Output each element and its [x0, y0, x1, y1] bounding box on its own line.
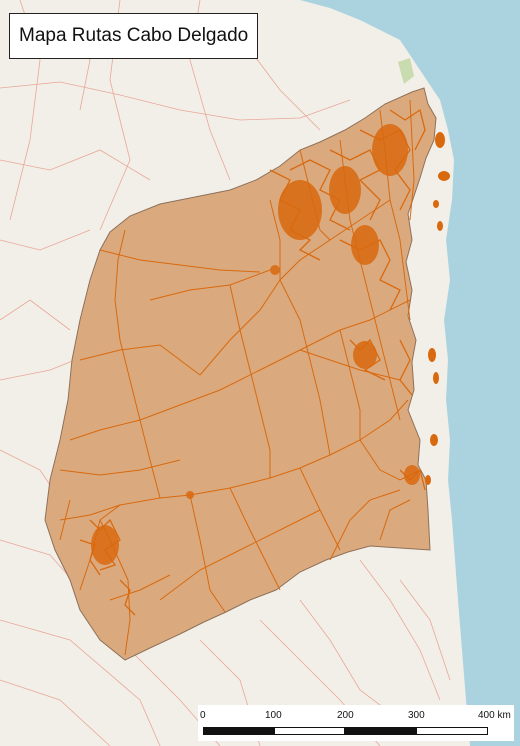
sea-area: [300, 0, 520, 746]
scale-label-200: 200: [337, 710, 354, 721]
province-cabo-delgado: [44, 87, 437, 661]
scale-bar: 0 100 200 300 400 km: [198, 705, 514, 741]
coastal-islands: [425, 132, 450, 485]
scale-segment-4: [416, 727, 488, 735]
forest-patch: [398, 58, 414, 84]
scale-label-400: 400 km: [478, 710, 511, 721]
scale-segment-2: [274, 727, 345, 735]
scale-label-0: 0: [200, 710, 206, 721]
scale-label-300: 300: [408, 710, 425, 721]
road-cluster-blobs: [91, 124, 420, 565]
scale-segment-1: [203, 727, 274, 735]
scale-segment-3: [345, 727, 416, 735]
scale-label-100: 100: [265, 710, 282, 721]
map-title: Mapa Rutas Cabo Delgado: [9, 13, 258, 59]
